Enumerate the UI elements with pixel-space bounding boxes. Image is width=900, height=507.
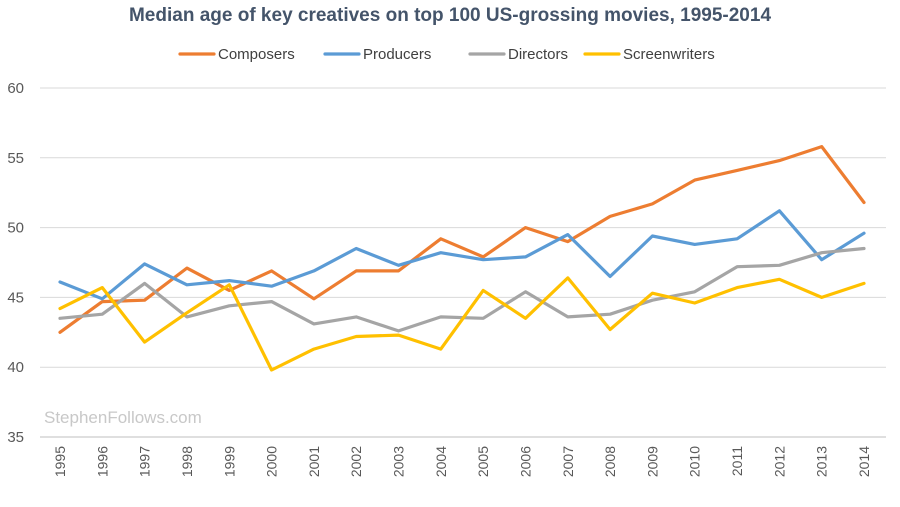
y-tick-label: 35 [7, 429, 24, 446]
y-axis-labels: 35 40 45 50 55 60 [7, 80, 24, 446]
gridlines [40, 87, 886, 438]
y-tick-label: 50 [7, 220, 24, 237]
x-tick-label: 1998 [179, 446, 195, 477]
x-tick-label: 2005 [475, 446, 491, 477]
x-tick-label: 2004 [433, 446, 449, 477]
x-tick-label: 2009 [644, 446, 660, 477]
legend-label-directors: Directors [508, 46, 568, 63]
x-tick-label: 2012 [771, 446, 787, 477]
x-tick-label: 2013 [814, 446, 830, 477]
x-tick-label: 2006 [517, 446, 533, 477]
x-tick-label: 2003 [391, 446, 407, 477]
series-line-composers [58, 145, 866, 334]
x-tick-label: 1997 [137, 446, 153, 477]
x-tick-label: 2001 [306, 446, 322, 477]
x-tick-label: 2008 [602, 446, 618, 477]
x-tick-label: 2007 [560, 446, 576, 477]
y-tick-label: 60 [7, 80, 24, 97]
watermark: StephenFollows.com [44, 408, 202, 427]
y-tick-label: 40 [7, 359, 24, 376]
x-tick-label: 2010 [687, 446, 703, 477]
legend-label-screenwriters: Screenwriters [623, 46, 715, 63]
series-lines [58, 145, 866, 372]
y-tick-label: 55 [7, 150, 24, 167]
x-tick-label: 2011 [729, 446, 745, 476]
x-tick-label: 1996 [94, 446, 110, 477]
y-tick-label: 45 [7, 289, 24, 306]
x-tick-label: 2014 [856, 446, 872, 477]
series-line-screenwriters [58, 276, 866, 372]
legend-label-producers: Producers [363, 46, 431, 63]
x-axis-labels: 1995 1996 1997 1998 1999 2000 2001 2002 2003 2004… [52, 446, 872, 477]
series-line-producers [58, 209, 866, 301]
x-tick-label: 2002 [348, 446, 364, 477]
x-tick-label: 1995 [52, 446, 68, 477]
x-tick-label: 1999 [221, 446, 237, 477]
chart-title: Median age of key creatives on top 100 U… [128, 5, 772, 26]
legend-label-composers: Composers [218, 46, 295, 63]
x-tick-label: 2000 [264, 446, 280, 477]
legend: Composers Producers Directors Screenwriters [178, 46, 715, 63]
watermark-text: StephenFollows.com [44, 408, 202, 427]
